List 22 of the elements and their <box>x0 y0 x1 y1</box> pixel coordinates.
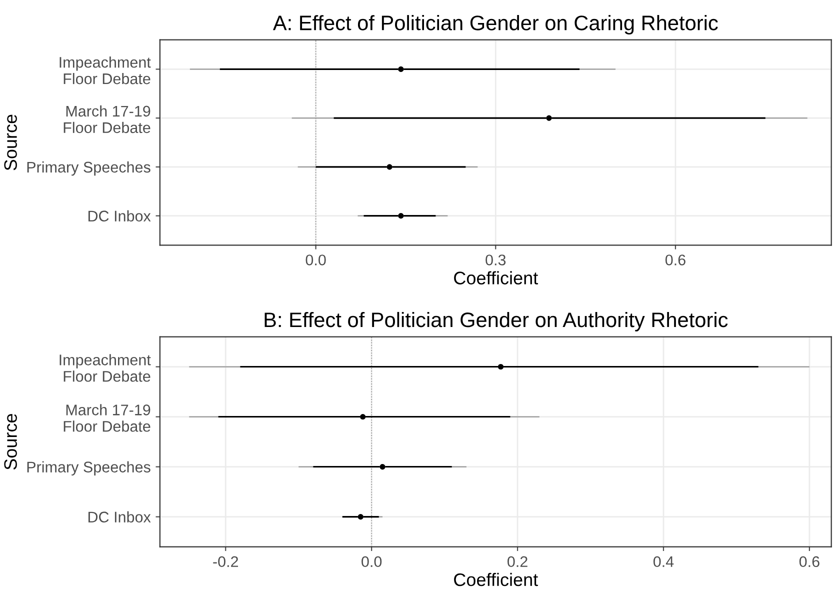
x-tick-label: 0.4 <box>653 556 674 568</box>
x-tick-label: 0.3 <box>486 254 506 266</box>
y-tick-label: Primary Speeches <box>27 161 150 176</box>
x-tick-label: 0.6 <box>799 556 820 568</box>
x-tick-label: 0.2 <box>508 556 528 568</box>
y-tick-label: Primary Speeches <box>27 461 150 476</box>
x-axis-title: Coefficient <box>454 572 538 586</box>
y-tick-label: DC Inbox <box>88 210 151 222</box>
x-tick-label: 0.0 <box>306 254 326 266</box>
x-tick-label: 0.6 <box>665 254 686 266</box>
y-tick-label: Impeachment Floor Debate <box>60 56 151 84</box>
chart-title: B: Effect of Politician Gender on Authority Rhetoric <box>264 312 728 332</box>
x-axis-title: Coefficient <box>454 271 538 284</box>
chart-title: A: Effect of Politician Gender on Caring Rhetoric <box>272 15 718 34</box>
y-tick-label: March 17-19 Floor Debate <box>64 105 150 134</box>
y-axis-title: Source <box>4 114 17 170</box>
y-tick-label: DC Inbox <box>88 511 151 522</box>
y-tick-label: Impeachment Floor Debate <box>60 354 151 382</box>
y-axis-title: Source <box>4 414 17 470</box>
y-tick-label: March 17-19 Floor Debate <box>64 404 150 432</box>
x-tick-label: -0.2 <box>213 556 238 568</box>
x-tick-label: 0.0 <box>362 556 382 568</box>
